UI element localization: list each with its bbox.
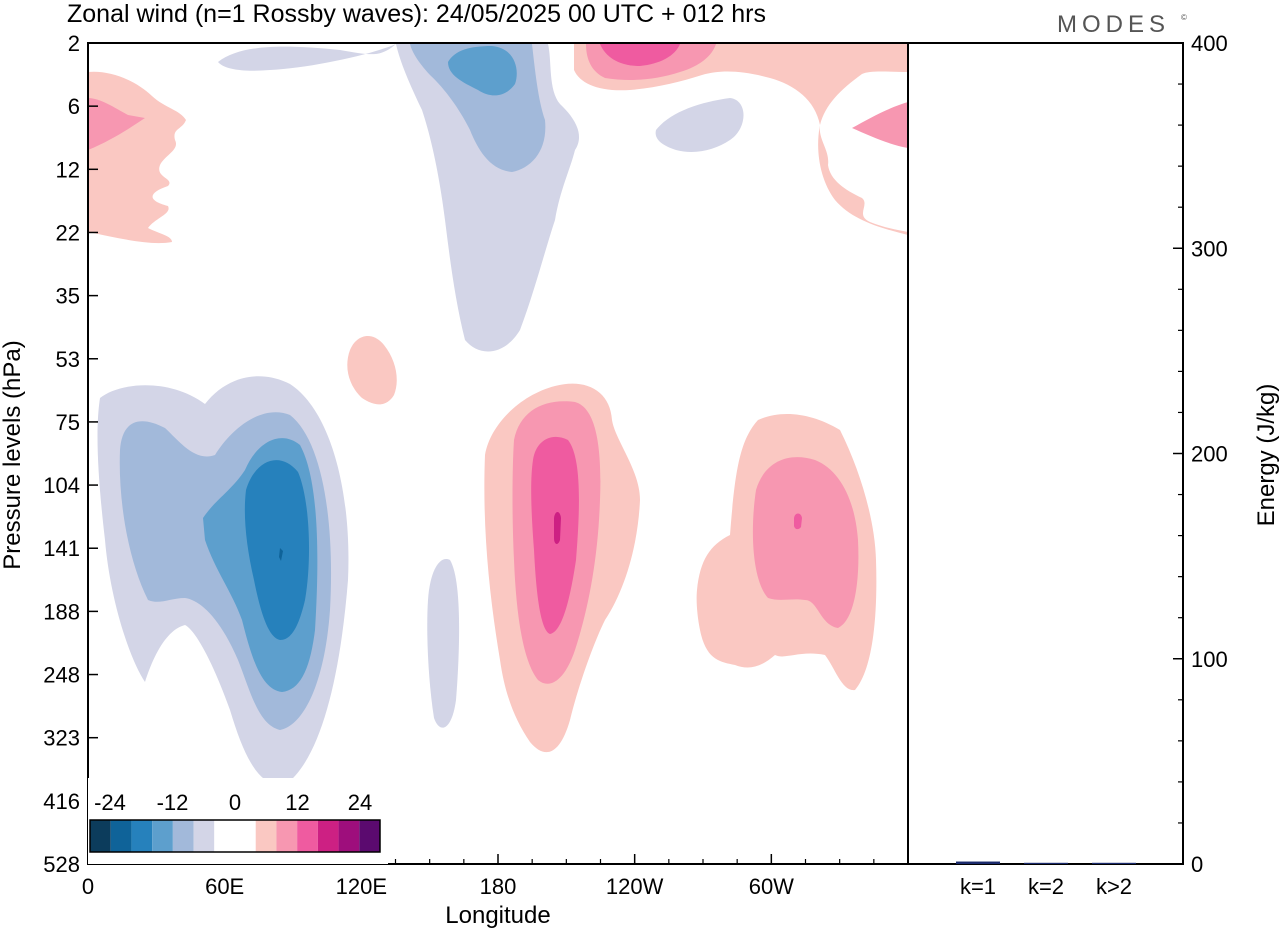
energy-bar (1092, 862, 1136, 864)
colorbar-tick-label: 12 (285, 790, 309, 815)
x-tick-label: 120E (336, 874, 387, 899)
contour-positive-left-level2 (88, 98, 145, 150)
colorbar-swatch (152, 820, 173, 852)
y-tick-label: 6 (68, 94, 80, 119)
colorbar-swatch (255, 820, 277, 852)
contour-negative-level4 (244, 460, 310, 640)
contour-positive-top-right (852, 102, 908, 148)
brand-registered-mark: © (1181, 13, 1187, 22)
energy-tick-label: 0 (1191, 852, 1203, 877)
x-tick-label: 180 (480, 874, 517, 899)
y-tick-label: 2 (68, 31, 80, 56)
colorbar-swatch (131, 820, 153, 852)
colorbar-swatch (90, 820, 111, 852)
y-tick-label: 104 (43, 473, 80, 498)
energy-category-label: k>2 (1096, 874, 1132, 899)
y-axis: 2 6 12 22 35 53 75 104 141 188 248 323 416 528 (43, 31, 98, 877)
colorbar-tick-label: 0 (229, 790, 241, 815)
colorbar-swatch (193, 820, 215, 852)
colorbar-swatch (359, 820, 380, 852)
y-axis-label: Pressure levels (hPa) (0, 340, 26, 569)
colorbar-swatch (214, 820, 235, 852)
contour-positive-left (88, 71, 186, 244)
y-tick-label: 248 (43, 663, 80, 688)
y-tick-label: 22 (56, 220, 80, 245)
colorbar-swatch (317, 820, 339, 852)
contour-positive-right-level2 (752, 457, 859, 628)
colorbar: -24 -12 0 12 24 (89, 790, 381, 853)
energy-category-label: k=1 (960, 874, 996, 899)
colorbar-tick-label: -24 (94, 790, 126, 815)
contour-negative-upper-level3 (448, 46, 517, 96)
colorbar-tick-label: 24 (348, 790, 372, 815)
chart-title: Zonal wind (n=1 Rossby waves): 24/05/202… (67, 0, 766, 28)
energy-tick-label: 300 (1191, 236, 1228, 261)
colorbar-swatch (110, 820, 132, 852)
y-tick-label: 416 (43, 789, 80, 814)
energy-category-label: k=2 (1028, 874, 1064, 899)
contour-positive-top-level3 (600, 44, 680, 66)
x-tick-label: 60E (205, 874, 244, 899)
contour-positive-small-top (347, 335, 397, 405)
y-tick-label: 75 (56, 410, 80, 435)
colorbar-swatch (172, 820, 194, 852)
colorbar-swatch (276, 820, 298, 852)
energy-tick-label: 400 (1191, 31, 1228, 56)
contour-negative-top-right (655, 98, 744, 152)
contour-positive-center-level4 (554, 512, 561, 544)
y-tick-label: 12 (56, 157, 80, 182)
energy-bar (1024, 862, 1068, 864)
contour-positive-right-level3 (794, 513, 802, 530)
y-tick-label: 141 (43, 536, 80, 561)
energy-plot-frame (907, 42, 1184, 865)
contour-negative-level5 (279, 548, 283, 561)
y-tick-label: 35 (56, 284, 80, 309)
y-tick-label: 53 (56, 347, 80, 372)
colorbar-tick-label: -12 (157, 790, 189, 815)
contour-negative-small (427, 559, 460, 728)
colorbar-swatch (297, 820, 318, 852)
x-tick-label: 120W (606, 874, 664, 899)
energy-tick-label: 200 (1191, 442, 1228, 467)
x-tick-label: 60W (749, 874, 794, 899)
colorbar-swatch (338, 820, 360, 852)
brand-logo-text: MODES (1057, 11, 1170, 38)
energy-axis: 0 100 200 300 400 (1173, 31, 1228, 877)
x-axis: 0 60E 120E 180 120W 60W (82, 854, 875, 899)
x-axis-label: Longitude (445, 902, 550, 929)
energy-axis-label: Energy (J/kg) (1253, 384, 1280, 527)
colorbar-swatch (235, 820, 256, 852)
contour-field (88, 44, 908, 864)
energy-bar (956, 861, 1000, 864)
energy-tick-label: 100 (1191, 647, 1228, 672)
y-tick-label: 323 (43, 726, 80, 751)
energy-bars: k=1 k=2 k>2 (956, 861, 1136, 899)
contour-positive-top (574, 44, 908, 235)
colorbar-border (89, 819, 381, 853)
y-tick-label: 528 (43, 852, 80, 877)
x-tick-label: 0 (82, 874, 94, 899)
y-tick-label: 188 (43, 599, 80, 624)
